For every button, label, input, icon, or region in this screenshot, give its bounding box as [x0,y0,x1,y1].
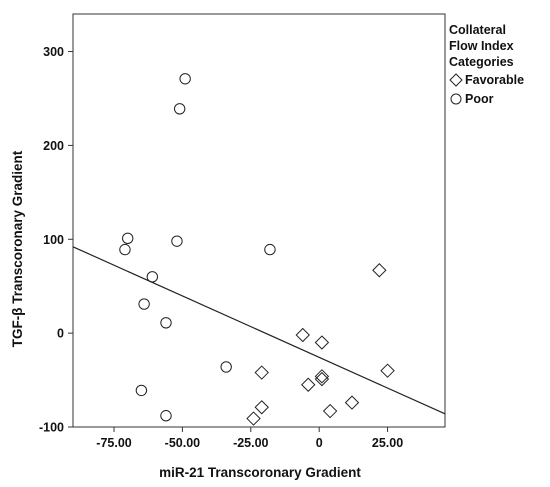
legend-item-favorable: Favorable [449,71,549,89]
point-poor-7 [138,298,150,310]
point-poor-0 [179,73,191,85]
diamond-marker-icon [449,73,463,87]
legend-label-favorable: Favorable [465,73,525,87]
circle-marker-icon [450,93,462,105]
x-tick-label-1: -50.00 [165,436,200,450]
point-favorable-3 [254,365,269,380]
point-poor-9 [220,361,232,373]
y-tick-label-2: 100 [43,233,64,247]
legend-label-poor: Poor [465,92,494,106]
point-poor-11 [160,410,172,422]
point-favorable-7 [301,377,316,392]
point-poor-8 [160,317,172,329]
point-favorable-5 [314,369,330,384]
legend-item-poor: Poor [449,90,549,108]
point-poor-4 [119,243,131,256]
y-tick-label-0: -100 [39,421,64,435]
x-axis-title: miR-21 Transcoronary Gradient [159,465,361,480]
point-favorable-0 [372,263,387,278]
legend-title-line-3: Categories [449,55,514,69]
point-poor-6 [146,271,159,283]
x-tick-label-0: -75.00 [96,436,131,450]
point-poor-1 [173,103,186,115]
point-poor-3 [171,235,183,247]
x-tick-label-4: 25.00 [372,436,403,450]
y-tick-label-3: 200 [43,139,64,153]
point-favorable-9 [254,400,269,415]
point-favorable-10 [322,403,338,419]
point-favorable-6 [314,371,330,387]
legend-title: Collateral Flow Index Categories [449,22,549,70]
x-tick-label-3: 0 [316,436,323,450]
legend-title-line-2: Flow Index [449,39,514,53]
y-tick-label-1: 0 [57,327,64,341]
plot-frame [72,13,446,428]
point-poor-10 [135,384,148,397]
point-poor-2 [122,232,134,245]
x-tick-label-2: -25.00 [233,436,268,450]
point-favorable-2 [314,335,330,350]
y-axis-title: TGF-β Transcoronary Gradient [10,150,25,347]
point-favorable-4 [380,363,395,378]
point-favorable-8 [344,395,360,410]
legend-title-line-1: Collateral [449,23,506,37]
point-favorable-1 [295,327,310,343]
y-tick-label-4: 300 [43,45,64,59]
point-favorable-11 [246,411,261,426]
legend: Collateral Flow Index Categories Favorab… [449,22,549,108]
point-poor-5 [264,243,276,256]
fit-line [72,246,446,415]
